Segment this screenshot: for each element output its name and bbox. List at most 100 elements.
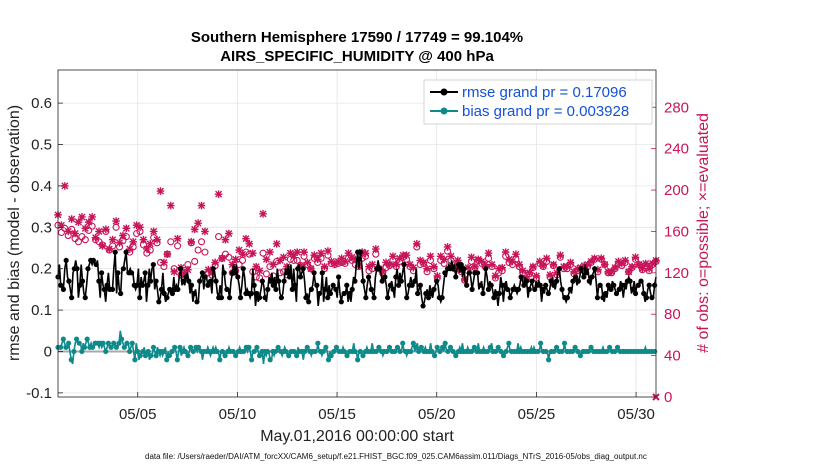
rmse-point: [368, 286, 374, 292]
obs-evaluated-point: [395, 254, 404, 263]
bias-point: [397, 348, 403, 355]
rmse-point: [551, 282, 557, 288]
obs-evaluated-point: [556, 251, 565, 260]
obs-evaluated-point: [320, 262, 329, 271]
bias-point: [445, 348, 451, 355]
bias-point: [272, 348, 279, 355]
obs-evaluated-point: [108, 235, 117, 244]
obs-evaluated-point: [283, 262, 291, 271]
rmse-point: [540, 286, 546, 292]
bias-point: [355, 357, 361, 363]
rmse-point: [74, 266, 80, 272]
bias-point: [185, 353, 191, 359]
obs-evaluated-point: [481, 260, 489, 269]
bias-point: [233, 353, 239, 359]
rmse-point: [442, 270, 448, 276]
rmse-point: [597, 282, 603, 288]
y-tick-label-left: 0.6: [31, 95, 52, 112]
y-tick-label-right: 200: [664, 182, 689, 199]
rmse-point: [632, 290, 639, 297]
bias-point: [108, 344, 114, 350]
rmse-point: [450, 266, 456, 272]
bias-point: [116, 340, 122, 346]
rmse-point: [85, 266, 91, 272]
bias-point: [469, 348, 475, 355]
chart-title-line1: Southern Hemisphere 17590 / 17749 = 99.1…: [191, 29, 523, 46]
rmse-point: [161, 290, 167, 297]
chart-title-line2: AIRS_SPECIFIC_HUMIDITY @ 400 hPa: [220, 48, 494, 65]
rmse-point: [224, 286, 230, 292]
rmse-point: [412, 278, 418, 284]
bias-point: [124, 340, 130, 346]
rmse-point: [573, 274, 579, 280]
obs-evaluated-point: [119, 231, 127, 240]
rmse-point: [589, 274, 595, 280]
rmse-point: [194, 299, 200, 305]
bias-point: [357, 348, 363, 355]
rmse-point: [360, 278, 366, 284]
rmse-point: [60, 286, 67, 292]
bias-point: [471, 344, 477, 350]
obs-possible-point: [194, 246, 202, 254]
obs-evaluated-point: [419, 258, 428, 267]
obs-evaluated-point: [628, 262, 636, 271]
bias-point: [137, 353, 143, 359]
obs-evaluated-point: [488, 260, 496, 269]
obs-evaluated-point: [573, 264, 582, 273]
bias-point: [84, 336, 90, 342]
bias-point: [400, 340, 406, 346]
obs-evaluated-point: [382, 258, 390, 267]
obs-evaluated-point: [166, 201, 175, 210]
rmse-point: [466, 270, 472, 276]
bias-point: [545, 357, 552, 363]
bias-point: [360, 353, 366, 359]
rmse-point: [221, 270, 227, 276]
obs-possible-point: [197, 238, 206, 246]
y-axis-label-left: rmse and bias (model - observation): [6, 105, 23, 361]
x-tick-label: 05/15: [318, 406, 356, 423]
rmse-point: [303, 295, 309, 301]
bias-point: [614, 344, 621, 350]
bias-point: [81, 344, 88, 350]
obs-evaluated-point: [293, 248, 301, 256]
y-axis-label-right: # of obs: o=possible; ×=evaluated: [695, 113, 712, 353]
rmse-point: [431, 286, 437, 292]
obs-evaluated-point: [129, 237, 137, 246]
obs-evaluated-point: [184, 265, 192, 274]
legend-box: [423, 79, 653, 125]
rmse-point: [96, 278, 102, 284]
obs-possible-point: [191, 257, 199, 265]
obs-evaluated-point: [594, 265, 602, 274]
rmse-point: [532, 286, 538, 292]
rmse-point: [616, 286, 622, 292]
obs-evaluated-point: [583, 260, 592, 269]
rmse-point: [385, 295, 391, 301]
rmse-point: [322, 286, 328, 292]
rmse-point: [553, 278, 560, 284]
bias-point: [392, 348, 398, 355]
obs-evaluated-point: [371, 245, 380, 253]
bias-point: [267, 357, 273, 363]
bias-point: [89, 344, 96, 350]
y-tick-label-left: 0.1: [31, 302, 52, 319]
rmse-point: [188, 282, 195, 288]
obs-evaluated-point: [272, 240, 281, 248]
obs-evaluated-point: [392, 260, 401, 269]
rmse-point: [488, 282, 494, 288]
obs-evaluated-point: [624, 267, 633, 276]
bias-point: [453, 353, 459, 359]
obs-evaluated-point: [454, 256, 462, 265]
rmse-point: [613, 290, 620, 297]
rmse-point: [611, 282, 617, 288]
y-tick-label-right: 240: [664, 141, 689, 158]
rmse-point: [357, 249, 364, 255]
obs-evaluated-point: [607, 267, 616, 276]
obs-evaluated-point: [112, 217, 120, 225]
rmse-point: [349, 286, 355, 292]
rmse-point: [254, 290, 260, 297]
y-tick-label-right: 40: [664, 348, 681, 365]
rmse-point: [529, 278, 535, 284]
rmse-point: [295, 266, 301, 272]
rmse-point: [137, 295, 143, 301]
